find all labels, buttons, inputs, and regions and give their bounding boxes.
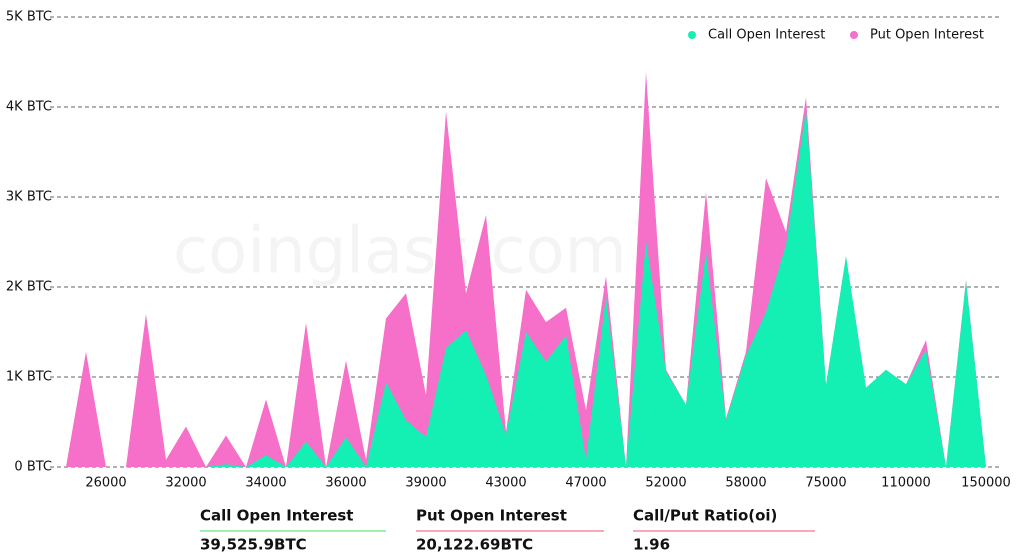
area: [66, 109, 986, 467]
y-tick-label: 3K BTC: [6, 190, 52, 205]
summary-value: 39,525.9BTC: [200, 536, 307, 554]
x-tick-label: 26000: [85, 476, 126, 491]
watermark: coinglass.com: [173, 215, 627, 289]
summary-label: Call Open Interest: [200, 507, 353, 525]
y-tick-label: 2K BTC: [6, 280, 52, 295]
legend-marker: [850, 31, 858, 39]
legend-marker: [688, 31, 696, 39]
x-tick-label: 36000: [325, 476, 366, 491]
x-tick-label: 150000: [961, 476, 1011, 491]
x-tick-label: 43000: [485, 476, 526, 491]
x-tick-label: 39000: [405, 476, 446, 491]
x-tick-label: 52000: [645, 476, 686, 491]
summary-value: 20,122.69BTC: [416, 536, 533, 554]
x-tick-label: 58000: [725, 476, 766, 491]
x-tick-label: 32000: [165, 476, 206, 491]
legend-label: Put Open Interest: [870, 28, 984, 43]
y-tick-label: 5K BTC: [6, 10, 52, 25]
y-tick-label: 4K BTC: [6, 100, 52, 115]
x-tick-label: 47000: [565, 476, 606, 491]
x-tick-label: 75000: [805, 476, 846, 491]
y-tick-label: 0 BTC: [14, 460, 52, 475]
y-tick-label: 1K BTC: [6, 370, 52, 385]
summary-label: Call/Put Ratio(oi): [633, 507, 777, 525]
legend-label: Call Open Interest: [708, 28, 825, 43]
summary-value: 1.96: [633, 536, 670, 554]
x-tick-label: 34000: [245, 476, 286, 491]
summary-label: Put Open Interest: [416, 507, 567, 525]
x-tick-label: 110000: [881, 476, 931, 491]
